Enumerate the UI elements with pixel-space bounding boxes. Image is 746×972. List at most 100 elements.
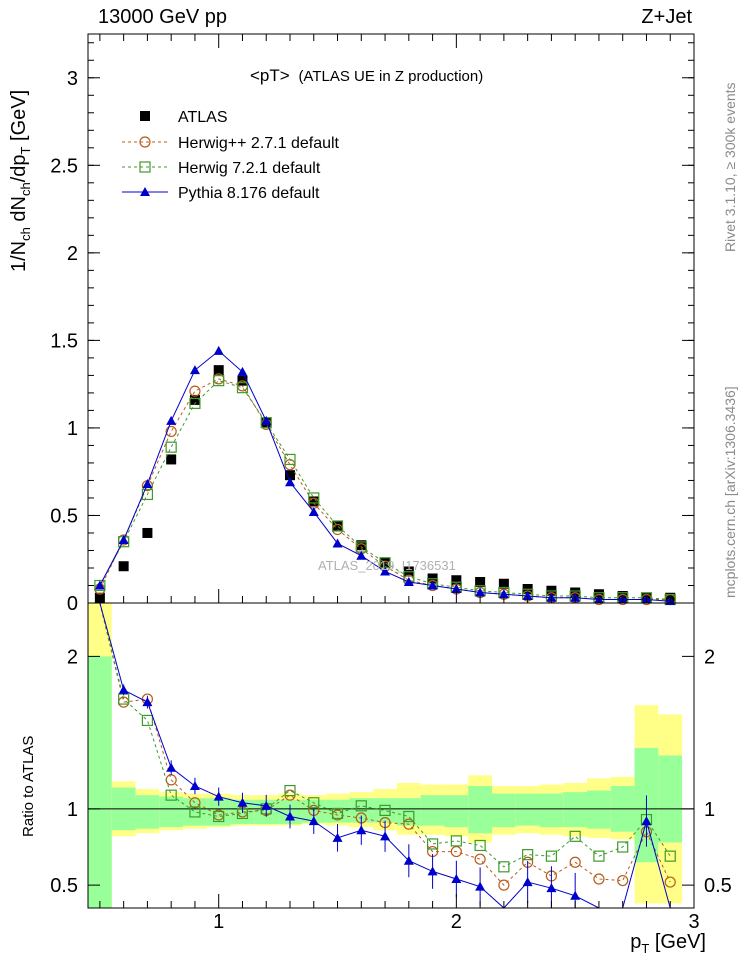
- data-point: [236, 382, 249, 394]
- x-tick-label: 3: [688, 911, 699, 933]
- ratio-point: [189, 797, 201, 809]
- data-point: [142, 478, 153, 488]
- data-point: [166, 454, 177, 465]
- data-point: [165, 441, 177, 453]
- ratio-frame: [87, 602, 695, 909]
- data-point: [308, 496, 319, 507]
- y-axis-label-ratio: Ratio to ATLAS: [20, 735, 37, 837]
- band-stat-bin: [539, 793, 564, 828]
- data-point: [166, 415, 177, 425]
- data-point: [498, 589, 509, 599]
- data-point: [213, 365, 224, 376]
- ratio-series-layer: [99, 602, 676, 909]
- ratio-point: [593, 850, 605, 862]
- data-point: [356, 540, 367, 551]
- ratio-series-line: [99, 602, 671, 909]
- ratio-y-tick-label-right: 2: [704, 646, 715, 668]
- ratio-point: [403, 818, 415, 830]
- y-tick-label: 0.5: [50, 505, 78, 527]
- data-point: [522, 590, 533, 600]
- ratio-bands-layer: [88, 603, 694, 908]
- ratio-point: [355, 800, 367, 812]
- title-sub: (ATLAS UE in Z production): [298, 68, 484, 85]
- band-stat-bin: [420, 795, 445, 826]
- ratio-y-tick-label: 2: [67, 646, 78, 668]
- ratio-point: [165, 789, 177, 801]
- ratio-point: [474, 839, 486, 852]
- data-point: [189, 397, 201, 410]
- data-point: [165, 425, 177, 438]
- band-stat-bin: [444, 795, 469, 828]
- data-point: [285, 470, 295, 481]
- ratio-point: [450, 845, 462, 858]
- data-point: [475, 587, 486, 597]
- ratio-point: [141, 714, 154, 727]
- data-point: [118, 561, 129, 572]
- band-stat-bin: [563, 792, 588, 828]
- ratio-point: [331, 807, 344, 820]
- ratio-point: [498, 879, 510, 891]
- y-tick-label: 0: [67, 593, 78, 615]
- data-point: [285, 477, 295, 487]
- y-tick-label: 2.5: [50, 155, 78, 177]
- ratio-point: [593, 873, 605, 885]
- band-stat-bin: [658, 755, 683, 843]
- band-stat-bin: [88, 656, 112, 908]
- ratio-y-tick-label: 1: [67, 799, 78, 821]
- x-tick-label: 2: [451, 911, 462, 933]
- data-point: [475, 576, 486, 587]
- y-tick-label: 1: [67, 418, 78, 440]
- data-point: [189, 394, 200, 405]
- top-series-layer: [94, 345, 676, 606]
- data-point: [118, 534, 129, 544]
- band-stat-bin: [325, 799, 350, 823]
- ratio-point: [213, 810, 225, 823]
- legend-marker: [139, 161, 151, 173]
- y-axis-label-top: 1/Nch dNch/dpT [GeV]: [8, 89, 33, 272]
- data-point: [451, 583, 462, 593]
- band-stat-bin: [468, 786, 492, 834]
- data-point: [498, 578, 509, 589]
- legend-label: ATLAS: [178, 109, 228, 126]
- chart-title: <pT> (ATLAS UE in Z production): [250, 66, 483, 86]
- data-point: [308, 492, 320, 504]
- data-point: [380, 566, 391, 576]
- rivet-label: Rivet 3.1.10, ≥ 300k events: [722, 82, 738, 252]
- data-point: [237, 366, 248, 376]
- band-stat-bin: [587, 790, 611, 829]
- ratio-point: [189, 806, 201, 818]
- data-point: [284, 453, 296, 466]
- ratio-point: [284, 784, 296, 797]
- legend: ATLAS Herwig++ 2.7.1 default Herwig 7.2.1 …: [122, 109, 340, 202]
- ratio-point: [426, 838, 439, 850]
- analysis-watermark: ATLAS_2019_I1736531: [318, 558, 456, 573]
- y-tick-label: 1.5: [50, 330, 78, 352]
- data-point: [332, 538, 343, 548]
- ratio-point: [498, 861, 510, 873]
- data-point: [142, 527, 153, 538]
- data-point: [331, 520, 344, 532]
- ratio-point: [379, 804, 391, 817]
- ratio-point: [569, 830, 581, 842]
- data-point: [380, 557, 391, 568]
- ratio-point: [450, 835, 462, 847]
- data-point: [141, 488, 154, 501]
- band-stat-bin: [492, 793, 516, 828]
- ratio-point: [664, 876, 676, 888]
- legend-label: Pythia 8.176 default: [178, 185, 320, 202]
- axes-layer: 00.511.522.530.5 0.51 12 21 2 3: [50, 33, 732, 933]
- legend-marker: [140, 111, 150, 121]
- data-point: [213, 345, 224, 355]
- ratio-point: [617, 874, 629, 887]
- series-line: [99, 378, 671, 600]
- ratio-point: [664, 850, 676, 862]
- process-label: Z+Jet: [641, 6, 692, 28]
- energy-label: 13000 GeV pp: [98, 6, 227, 28]
- series-line: [99, 380, 671, 600]
- legend-marker: [140, 187, 150, 196]
- data-point: [189, 385, 201, 397]
- x-axis-label: pT [GeV]: [630, 931, 706, 956]
- ratio-y-tick-label-right: 0.5: [704, 875, 732, 897]
- ratio-point: [569, 856, 581, 868]
